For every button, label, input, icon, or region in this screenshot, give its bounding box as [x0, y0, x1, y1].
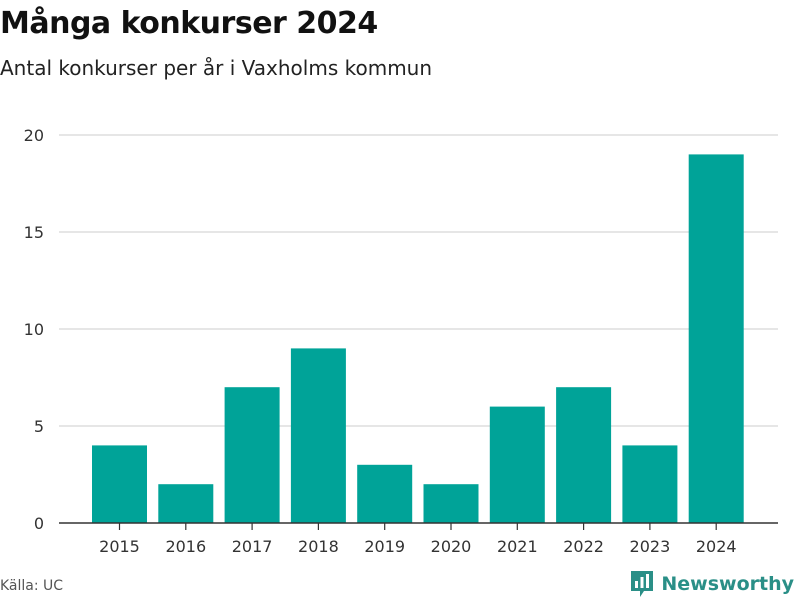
bar-2019: [357, 464, 413, 523]
x-tick-label: 2018: [298, 537, 339, 556]
y-tick-label: 10: [24, 320, 44, 339]
brand-logo: Newsworthy: [629, 569, 794, 599]
x-tick-label: 2021: [497, 537, 538, 556]
bar-2018: [290, 348, 346, 523]
x-tick-label: 2022: [563, 537, 604, 556]
bar-2017: [224, 387, 280, 523]
x-tick-label: 2019: [364, 537, 405, 556]
bar-chart-icon: [631, 571, 654, 597]
bar-2020: [423, 484, 479, 523]
bar-2022: [556, 387, 612, 523]
y-tick-label: 20: [24, 126, 44, 145]
x-tick-label: 2017: [232, 537, 273, 556]
bar-2021: [489, 406, 545, 523]
chart-subtitle: Antal konkurser per år i Vaxholms kommun: [0, 56, 433, 80]
bar-2023: [622, 445, 678, 523]
bar-chart: 0 5 10 15 20 2015 2016 2017 2018 2019 2020 2021 2022…: [24, 126, 778, 556]
source-note: Källa: UC: [0, 578, 64, 594]
x-tick-label: 2024: [696, 537, 737, 556]
bar-2016: [158, 484, 214, 523]
chart-title: Många konkurser 2024: [0, 6, 378, 41]
y-tick-label: 15: [24, 223, 44, 242]
brand-name: Newsworthy: [661, 573, 794, 595]
x-tick-label: 2023: [630, 537, 671, 556]
x-tick-label: 2015: [99, 537, 140, 556]
y-tick-label: 5: [34, 417, 44, 436]
bar-2024: [688, 154, 744, 523]
x-tick-label: 2016: [165, 537, 206, 556]
y-tick-label: 0: [34, 514, 44, 533]
x-tick-label: 2020: [431, 537, 472, 556]
bar-2015: [92, 445, 147, 523]
